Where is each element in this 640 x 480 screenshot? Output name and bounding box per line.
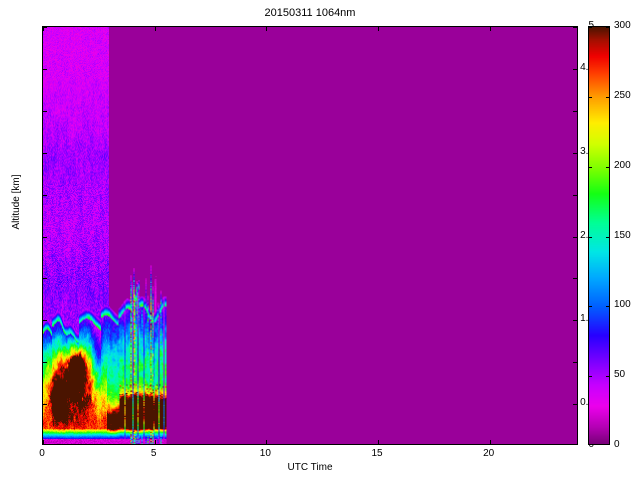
y-axis-tick-label: 3.5 <box>580 145 594 157</box>
x-axis-tick <box>489 440 491 444</box>
colorbar-tick <box>589 166 592 168</box>
y-axis-tick <box>573 236 577 238</box>
y-axis-tick <box>573 194 577 196</box>
y-axis-tick-label: 0.5 <box>580 397 594 409</box>
x-axis-label: UTC Time <box>287 462 333 473</box>
y-axis-tick <box>573 27 577 28</box>
y-axis-tick <box>573 152 577 154</box>
y-axis-tick <box>573 68 577 70</box>
colorbar-tick <box>606 166 609 168</box>
x-axis-tick <box>43 27 44 31</box>
x-axis-tick <box>43 440 44 444</box>
colorbar-tick-label: 150 <box>614 229 631 241</box>
x-axis-tick-label: 0 <box>39 448 45 459</box>
colorbar-tick <box>606 96 609 98</box>
x-axis-tick <box>378 27 379 31</box>
colorbar-tick <box>589 27 592 28</box>
x-axis-tick <box>154 440 156 444</box>
colorbar-tick-label: 0 <box>614 439 620 450</box>
y-axis-tick-label: 1.5 <box>580 313 594 325</box>
heatmap-image <box>43 27 577 444</box>
y-axis-tick <box>43 320 47 322</box>
colorbar-tick <box>606 236 609 238</box>
y-axis-tick-label: 5 <box>588 20 594 31</box>
y-axis-tick <box>43 194 47 196</box>
heatmap-axes[interactable] <box>42 26 578 445</box>
y-axis-tick <box>43 68 47 70</box>
page-title: 20150311 1064nm <box>264 7 356 19</box>
y-axis-tick <box>43 404 47 406</box>
y-axis-tick-label: 4.5 <box>580 61 594 73</box>
y-axis-tick-label: 2.5 <box>580 229 594 241</box>
colorbar-tick <box>606 306 609 308</box>
colorbar-tick <box>606 27 609 28</box>
colorbar-tick-label: 300 <box>614 20 631 31</box>
y-axis-tick <box>43 236 47 238</box>
x-axis-tick-label: 5 <box>150 448 157 459</box>
y-axis-tick <box>573 320 577 322</box>
x-axis-tick <box>154 27 156 31</box>
y-axis-tick <box>43 362 47 364</box>
colorbar-tick <box>589 376 592 378</box>
x-axis-tick-label: 15 <box>371 448 383 459</box>
x-axis-tick-label: 20 <box>483 448 495 459</box>
colorbar-tick <box>606 376 609 378</box>
colorbar-tick <box>589 96 592 98</box>
colorbar-tick <box>589 236 592 238</box>
x-axis-tick <box>489 27 491 31</box>
colorbar-tick-label: 250 <box>614 89 631 101</box>
y-axis-tick <box>573 362 577 364</box>
colorbar-tick-label: 50 <box>614 369 626 381</box>
y-axis-tick <box>43 152 47 154</box>
y-axis-tick <box>573 404 577 406</box>
colorbar-gradient <box>589 27 609 444</box>
y-axis-tick <box>573 278 577 280</box>
x-axis-tick <box>378 440 379 444</box>
colorbar-tick-label: 100 <box>614 299 631 311</box>
x-axis-tick <box>266 440 268 444</box>
x-axis-tick-label: 10 <box>259 448 271 459</box>
colorbar-tick-label: 200 <box>614 159 631 171</box>
y-axis-label: Altitude [km] <box>11 174 22 230</box>
colorbar-tick <box>589 306 592 308</box>
y-axis-tick <box>43 110 47 112</box>
colorbar[interactable] <box>588 26 610 445</box>
y-axis-tick <box>43 27 47 28</box>
y-axis-tick <box>573 110 577 112</box>
x-axis-tick <box>266 27 268 31</box>
y-axis-tick <box>43 278 47 280</box>
